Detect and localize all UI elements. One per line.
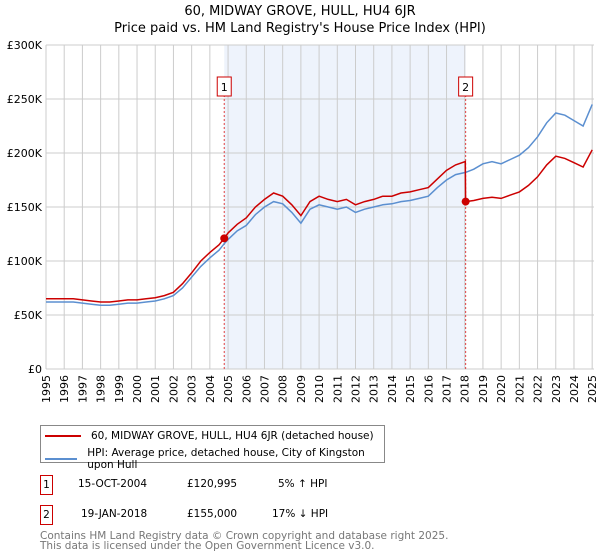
footer-line: Contains HM Land Registry data © Crown c… bbox=[40, 530, 449, 542]
x-tick-label: 2017 bbox=[441, 375, 454, 403]
sale-row: 2 19-JAN-2018 £155,000 17% ↓ HPI bbox=[40, 505, 440, 525]
x-tick-label: 2008 bbox=[277, 375, 290, 403]
x-tick-label: 1997 bbox=[76, 375, 89, 403]
sale-hpi-diff: 17% ↓ HPI bbox=[272, 508, 329, 520]
x-tick-label: 2020 bbox=[495, 375, 508, 403]
x-tick-label: 1995 bbox=[40, 375, 53, 403]
x-tick-label: 2025 bbox=[586, 375, 599, 403]
footer: Contains HM Land Registry data © Crown c… bbox=[40, 530, 449, 552]
y-tick-label: £100K bbox=[7, 255, 43, 268]
legend: 60, MIDWAY GROVE, HULL, HU4 6JR (detache… bbox=[40, 425, 385, 471]
x-tick-label: 2011 bbox=[331, 375, 344, 403]
sale-marker-badge: 2 bbox=[40, 505, 53, 525]
sale-marker-box bbox=[458, 76, 474, 97]
x-tick-label: 1999 bbox=[113, 375, 126, 403]
sale-marker-label: 2 bbox=[462, 81, 469, 94]
x-tick-label: 2003 bbox=[186, 375, 199, 403]
price-chart: 1995 1996 1997 1998 1999 2000 2001 2002 2003 2004… bbox=[7, 39, 599, 403]
legend-swatch-red bbox=[45, 435, 81, 437]
sale-hpi-diff: 5% ↑ HPI bbox=[278, 478, 328, 490]
sale-point bbox=[461, 197, 470, 206]
legend-item-hpi: HPI: Average price, detached house, City… bbox=[45, 447, 384, 471]
x-tick-label: 2005 bbox=[222, 375, 235, 403]
sale-date: 15-OCT-2004 bbox=[78, 478, 147, 490]
x-tick-label: 2006 bbox=[240, 375, 253, 403]
x-tick-label: 1996 bbox=[58, 375, 71, 403]
sale-price: £155,000 bbox=[187, 508, 238, 520]
x-tick-label: 1998 bbox=[95, 375, 108, 403]
sale-point bbox=[220, 234, 229, 243]
y-tick-label: £250K bbox=[7, 93, 43, 106]
x-tick-label: 2002 bbox=[167, 375, 180, 403]
y-tick-label: £0 bbox=[28, 363, 42, 376]
x-tick-label: 2012 bbox=[350, 375, 363, 403]
sale-marker-badge: 1 bbox=[40, 475, 53, 495]
legend-label: HPI: Average price, detached house, City… bbox=[87, 447, 365, 471]
x-tick-label: 2014 bbox=[386, 375, 399, 403]
y-tick-label: £300K bbox=[7, 39, 43, 52]
sale-price: £120,995 bbox=[187, 478, 238, 490]
legend-swatch-blue bbox=[45, 458, 78, 460]
x-tick-label: 2001 bbox=[149, 375, 162, 403]
legend-item-property: 60, MIDWAY GROVE, HULL, HU4 6JR (detache… bbox=[45, 430, 374, 442]
x-tick-label: 2013 bbox=[368, 375, 381, 403]
y-tick-label: £50K bbox=[14, 309, 43, 322]
x-tick-label: 2010 bbox=[313, 375, 326, 403]
x-tick-label: 2004 bbox=[204, 375, 217, 403]
y-tick-label: £150K bbox=[7, 201, 43, 214]
x-tick-label: 2018 bbox=[459, 375, 472, 403]
x-tick-label: 2023 bbox=[550, 375, 563, 403]
y-tick-label: £200K bbox=[7, 147, 43, 160]
x-tick-label: 2016 bbox=[422, 375, 435, 403]
chart-subtitle: Price paid vs. HM Land Registry's House … bbox=[114, 21, 486, 36]
x-tick-label: 2024 bbox=[568, 375, 581, 403]
sale-marker-label: 1 bbox=[221, 81, 228, 94]
x-tick-label: 2007 bbox=[258, 375, 271, 403]
footer-line: This data is licensed under the Open Gov… bbox=[40, 540, 375, 552]
sale-row: 1 15-OCT-2004 £120,995 5% ↑ HPI bbox=[40, 475, 440, 495]
chart-title: 60, MIDWAY GROVE, HULL, HU4 6JR bbox=[184, 4, 416, 19]
x-tick-label: 2015 bbox=[404, 375, 417, 403]
sale-date: 19-JAN-2018 bbox=[81, 508, 148, 520]
x-tick-label: 2022 bbox=[532, 375, 545, 403]
sale-marker-box bbox=[216, 76, 232, 97]
x-tick-label: 2000 bbox=[131, 375, 144, 403]
x-tick-label: 2009 bbox=[295, 375, 308, 403]
property-price-line bbox=[46, 149, 593, 303]
x-tick-label: 2021 bbox=[513, 375, 526, 403]
hpi-line bbox=[46, 104, 593, 307]
legend-label: 60, MIDWAY GROVE, HULL, HU4 6JR (detache… bbox=[91, 430, 374, 442]
x-tick-label: 2019 bbox=[477, 375, 490, 403]
